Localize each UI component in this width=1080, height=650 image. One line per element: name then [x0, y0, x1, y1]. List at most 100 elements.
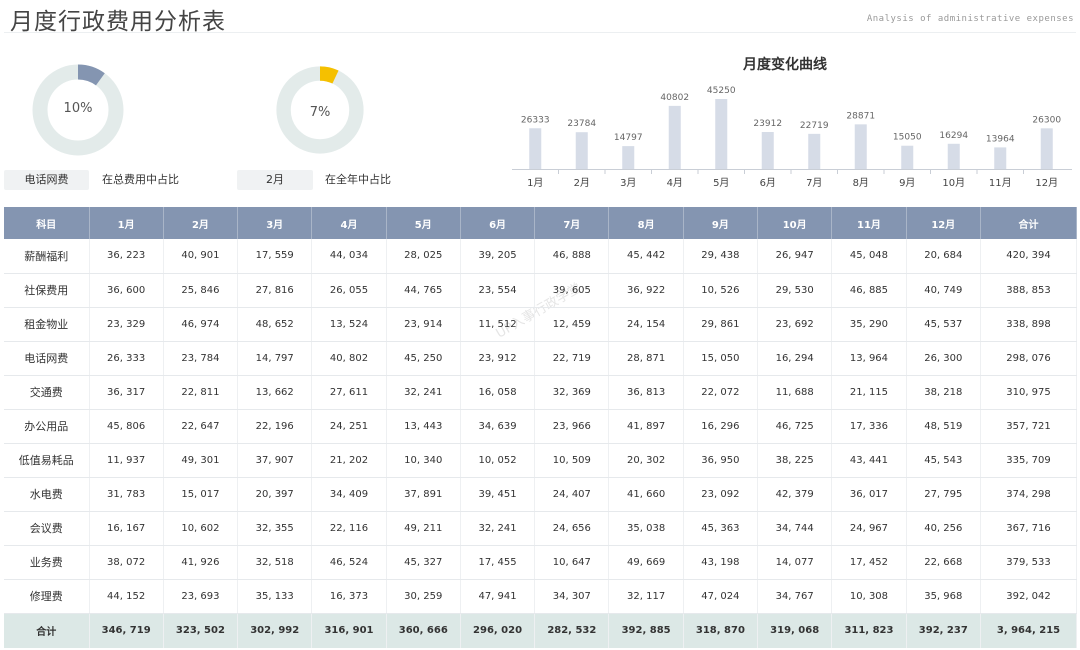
- table-cell: 37, 907: [237, 443, 313, 478]
- table-cell: 41, 926: [163, 545, 239, 580]
- table-cell: 45, 537: [906, 307, 982, 342]
- total-cell: 302, 992: [237, 613, 313, 648]
- table-cell: 23, 329: [89, 307, 164, 342]
- page-title: 月度行政费用分析表: [10, 9, 226, 35]
- table-cell: 40, 749: [906, 273, 982, 308]
- table-cell: 20, 397: [237, 477, 313, 512]
- table-cell: 24, 154: [608, 307, 684, 342]
- table-cell: 32, 117: [608, 579, 684, 614]
- table-cell: 25, 846: [163, 273, 239, 308]
- bar-value-label: 26300: [1032, 115, 1061, 125]
- table-cell: 40, 256: [906, 511, 982, 546]
- table-cell: 23, 693: [163, 579, 239, 614]
- table-cell: 34, 744: [757, 511, 833, 546]
- bar: [854, 124, 867, 169]
- x-tick-label: 8月: [853, 177, 869, 189]
- table-cell: 41, 660: [608, 477, 684, 512]
- table-cell: 47, 941: [460, 579, 536, 614]
- table-cell: 20, 684: [906, 239, 982, 274]
- x-tick-label: 3月: [620, 177, 636, 189]
- table-cell: 23, 912: [460, 341, 536, 376]
- table-cell: 13, 443: [386, 409, 461, 444]
- bar-value-label: 28871: [846, 111, 875, 121]
- table-cell: 23, 914: [386, 307, 461, 342]
- column-header: 2月: [163, 207, 239, 239]
- table-cell: 13, 964: [831, 341, 907, 376]
- total-cell: 318, 870: [683, 613, 759, 648]
- table-cell: 11, 512: [460, 307, 536, 342]
- table-cell: 34, 767: [757, 579, 833, 614]
- table-cell: 21, 202: [311, 443, 387, 478]
- month-selector[interactable]: 2月: [237, 170, 313, 190]
- table-cell: 45, 806: [89, 409, 164, 444]
- share-of-year-caption: 在全年中占比: [325, 173, 391, 186]
- table-row: 会议费 16, 167 10, 602 32, 355 22, 116 49, 211 32…: [4, 511, 1077, 546]
- table-cell: 34, 409: [311, 477, 387, 512]
- column-header: 11月: [831, 207, 907, 239]
- table-cell: 26, 333: [89, 341, 164, 376]
- row-subject: 业务费: [4, 545, 90, 580]
- column-header: 6月: [460, 207, 536, 239]
- table-cell: 46, 974: [163, 307, 239, 342]
- table-cell: 40, 901: [163, 239, 239, 274]
- monthly-bar-chart: 26333 1月 23784 2月 14797 3月 40802 4月 45250 5月 23912…: [512, 86, 1072, 189]
- bar-value-label: 16294: [939, 131, 968, 141]
- table-cell: 17, 452: [831, 545, 907, 580]
- table-cell: 29, 861: [683, 307, 759, 342]
- table-cell: 14, 797: [237, 341, 313, 376]
- table-cell: 39, 205: [460, 239, 536, 274]
- table-cell: 26, 055: [311, 273, 387, 308]
- bar-value-label: 14797: [614, 133, 643, 143]
- total-cell: 392, 237: [906, 613, 982, 648]
- x-tick-label: 1月: [527, 177, 543, 189]
- table-cell: 38, 218: [906, 375, 982, 410]
- table-cell: 15, 050: [683, 341, 759, 376]
- row-subject: 办公用品: [4, 409, 90, 444]
- table-cell: 36, 017: [831, 477, 907, 512]
- table-cell: 20, 302: [608, 443, 684, 478]
- row-subject: 修理费: [4, 579, 90, 614]
- table-cell: 27, 816: [237, 273, 313, 308]
- total-cell: 296, 020: [460, 613, 536, 648]
- table-cell: 11, 688: [757, 375, 833, 410]
- table-cell: 16, 294: [757, 341, 833, 376]
- table-cell: 14, 077: [757, 545, 833, 580]
- x-tick-label: 4月: [667, 177, 683, 189]
- bar-value-label: 26333: [521, 115, 550, 125]
- table-cell: 22, 668: [906, 545, 982, 580]
- expense-item-selector[interactable]: 电话网费: [4, 170, 89, 190]
- title-divider: [4, 32, 1076, 33]
- table-row: 薪酬福利 36, 223 40, 901 17, 559 44, 034 28, 025 3…: [4, 239, 1077, 274]
- table-row: 交通费 36, 317 22, 811 13, 662 27, 611 32, 241 16…: [4, 375, 1077, 410]
- row-subject: 电话网费: [4, 341, 90, 376]
- table-cell: 310, 975: [980, 375, 1077, 410]
- table-cell: 46, 725: [757, 409, 833, 444]
- column-header: 9月: [683, 207, 759, 239]
- column-header: 7月: [534, 207, 610, 239]
- table-cell: 23, 784: [163, 341, 239, 376]
- table-cell: 47, 024: [683, 579, 759, 614]
- row-subject: 低值易耗品: [4, 443, 90, 478]
- table-cell: 37, 891: [386, 477, 461, 512]
- table-cell: 10, 340: [386, 443, 461, 478]
- table-cell: 298, 076: [980, 341, 1077, 376]
- bar: [994, 147, 1007, 169]
- table-cell: 29, 530: [757, 273, 833, 308]
- bar-value-label: 40802: [660, 93, 689, 103]
- table-cell: 32, 369: [534, 375, 610, 410]
- donut-segment: [32, 64, 124, 156]
- table-cell: 40, 802: [311, 341, 387, 376]
- total-label: 合计: [4, 613, 90, 648]
- table-cell: 32, 355: [237, 511, 313, 546]
- expense-table: 科目 1月 2月 3月 4月 5月 6月 7月 8月 9月 10月 11月 12月 合计 薪酬福利 36, …: [4, 207, 1077, 648]
- table-cell: 17, 455: [460, 545, 536, 580]
- bar: [947, 143, 960, 169]
- table-cell: 23, 966: [534, 409, 610, 444]
- row-subject: 水电费: [4, 477, 90, 512]
- table-cell: 26, 300: [906, 341, 982, 376]
- table-row: 租金物业 23, 329 46, 974 48, 652 13, 524 23, 914 1…: [4, 307, 1077, 342]
- share-of-total-donut: [32, 64, 124, 156]
- bar-value-label: 15050: [893, 133, 922, 143]
- row-subject: 租金物业: [4, 307, 90, 342]
- share-of-year-value: 7%: [309, 105, 331, 120]
